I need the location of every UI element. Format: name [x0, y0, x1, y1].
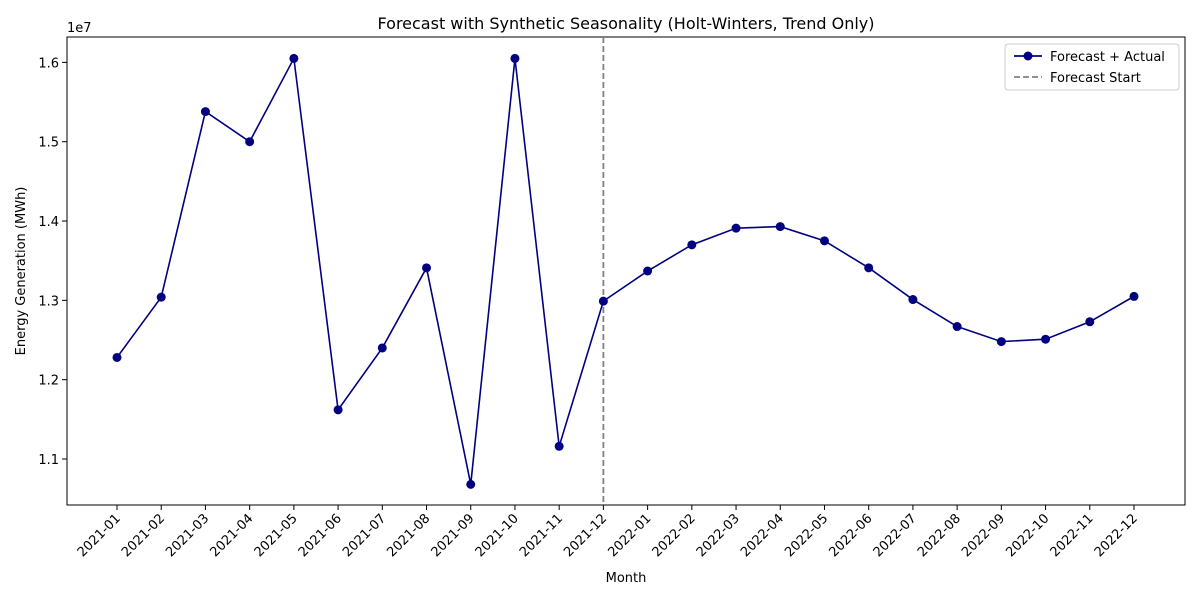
- data-point: [864, 263, 874, 273]
- x-tick-label: 2021-02: [119, 511, 168, 560]
- x-tick-label: 2021-08: [384, 511, 433, 560]
- x-tick-label: 2022-09: [959, 511, 1008, 560]
- data-point: [687, 240, 697, 250]
- series-line: [116, 55, 1135, 485]
- x-tick-label: 2021-06: [296, 511, 345, 560]
- data-point: [156, 292, 166, 302]
- x-tick-label: 2022-07: [871, 511, 920, 560]
- y-tick-label: 1.3: [38, 294, 59, 309]
- x-tick-label: 2022-08: [915, 511, 964, 560]
- x-tick-label: 2021-09: [429, 511, 478, 560]
- data-point: [952, 322, 962, 332]
- x-tick-label: 2021-01: [75, 511, 124, 560]
- data-point: [643, 266, 653, 276]
- data-point: [466, 479, 476, 489]
- y-tick-label: 1.5: [38, 136, 59, 151]
- x-tick-label: 2022-11: [1048, 511, 1097, 560]
- x-axis-label: Month: [606, 571, 647, 586]
- data-point: [422, 263, 432, 273]
- data-point: [1085, 317, 1095, 327]
- x-tick-label: 2022-06: [827, 511, 876, 560]
- x-tick-label: 2022-01: [605, 511, 654, 560]
- x-tick-label: 2021-10: [473, 511, 522, 560]
- data-point: [377, 343, 387, 353]
- data-point: [1041, 334, 1051, 344]
- x-tick-label: 2022-04: [738, 511, 787, 560]
- series-group: [112, 53, 1139, 489]
- legend-vline-label: Forecast Start: [1050, 71, 1141, 86]
- data-point: [554, 441, 564, 451]
- data-point: [245, 137, 255, 147]
- legend-box: [1004, 43, 1180, 91]
- y-tick-label: 1.4: [38, 215, 59, 230]
- x-tick-label: 2021-04: [207, 511, 256, 560]
- x-tick-label: 2022-02: [650, 511, 699, 560]
- data-point: [908, 295, 918, 305]
- chart-title: Forecast with Synthetic Seasonality (Hol…: [378, 14, 875, 33]
- data-point: [200, 107, 210, 117]
- data-point: [819, 236, 829, 246]
- data-point: [510, 53, 520, 63]
- legend: Forecast + Actual Forecast Start: [1004, 43, 1180, 91]
- x-tick-label: 2022-12: [1092, 511, 1141, 560]
- data-point: [333, 405, 343, 415]
- y-tick-label: 1.1: [38, 453, 59, 468]
- x-tick-label: 2021-12: [561, 511, 610, 560]
- data-point: [112, 352, 122, 362]
- y-offset-label: 1e7: [67, 21, 92, 36]
- y-tick-label: 1.2: [38, 374, 59, 389]
- y-axis: 1.1 1.2 1.3 1.4 1.5 1.6: [38, 56, 67, 468]
- x-tick-label: 2022-05: [782, 511, 831, 560]
- data-point: [1129, 291, 1139, 301]
- plot-area-frame: [66, 36, 1186, 506]
- x-tick-label: 2021-03: [163, 511, 212, 560]
- x-tick-label: 2022-10: [1003, 511, 1052, 560]
- data-point: [996, 337, 1006, 347]
- x-tick-label: 2021-05: [252, 511, 301, 560]
- data-point: [598, 296, 608, 306]
- y-axis-label: Energy Generation (MWh): [14, 187, 29, 356]
- legend-series-marker: [1023, 51, 1033, 61]
- data-point: [731, 223, 741, 233]
- x-tick-label: 2021-07: [340, 511, 389, 560]
- x-tick-label: 2021-11: [517, 511, 566, 560]
- x-tick-label: 2022-03: [694, 511, 743, 560]
- data-point: [289, 53, 299, 63]
- x-axis: 2021-012021-022021-032021-042021-052021-…: [75, 505, 1141, 560]
- legend-series-label: Forecast + Actual: [1050, 50, 1165, 65]
- y-tick-label: 1.6: [38, 56, 59, 71]
- data-point: [775, 222, 785, 232]
